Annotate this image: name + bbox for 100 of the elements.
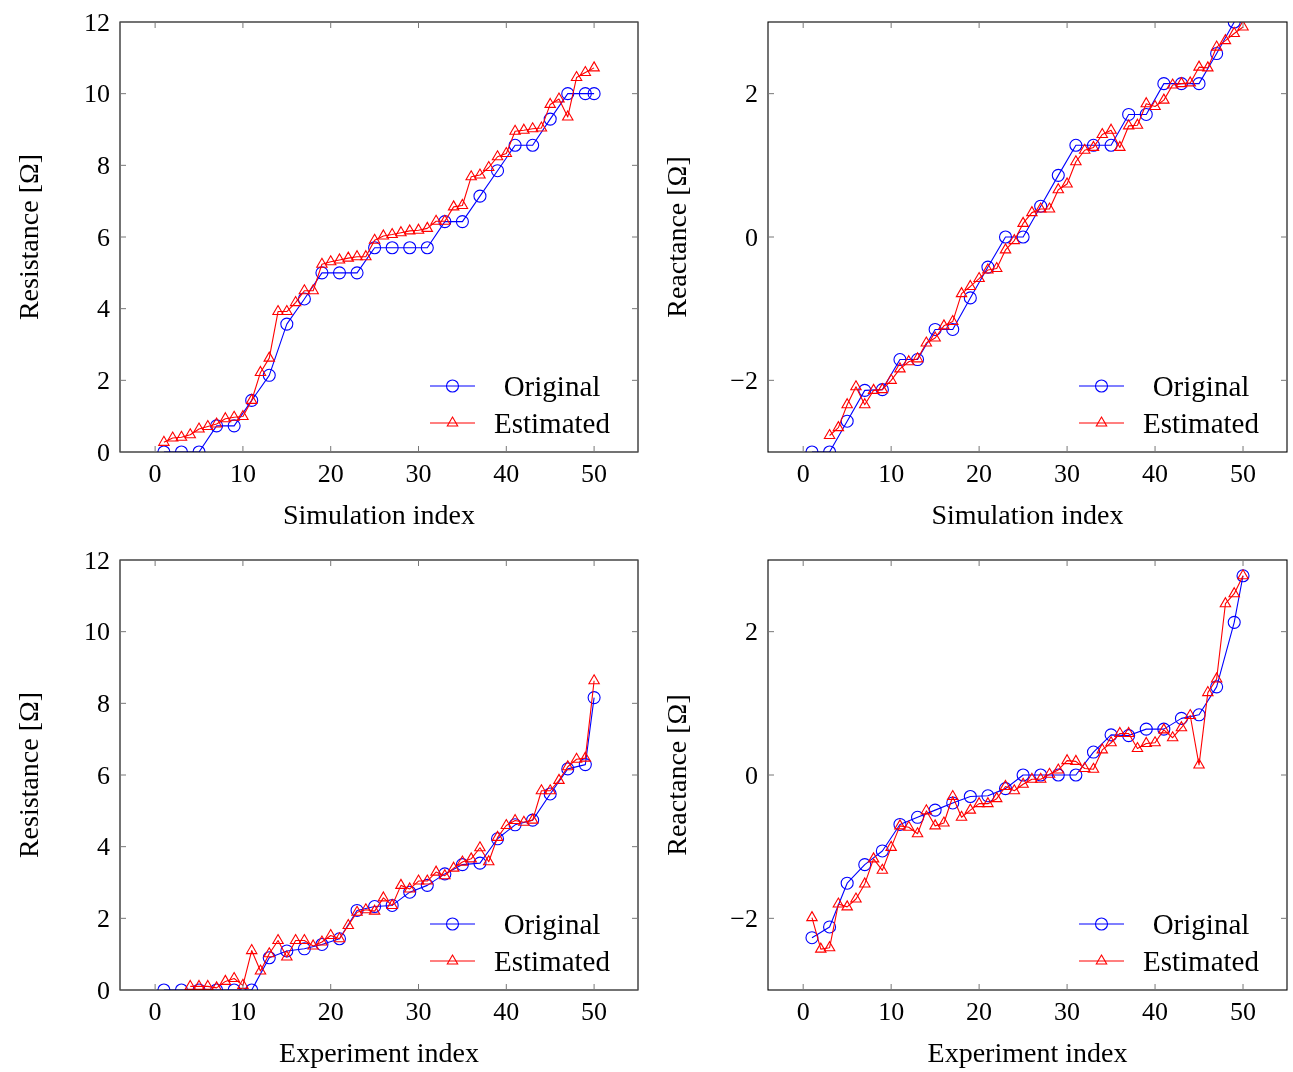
y-tick-label: 0 [97, 437, 110, 467]
x-axis-title: Experiment index [927, 1037, 1128, 1068]
point [1139, 107, 1153, 121]
y-tick-label: 2 [97, 365, 110, 395]
point [490, 164, 505, 178]
point [938, 319, 950, 330]
point [815, 942, 827, 953]
x-tick-label: 20 [966, 997, 993, 1026]
y-tick-label: 2 [745, 617, 758, 647]
point [885, 840, 897, 851]
point [1131, 741, 1144, 753]
point [1105, 123, 1117, 134]
x-tick-label: 0 [148, 997, 162, 1026]
y-tick-label: 4 [97, 832, 110, 862]
point [1026, 772, 1038, 783]
point [272, 934, 284, 945]
point [403, 885, 417, 899]
point [430, 865, 442, 876]
point [929, 331, 941, 342]
point [342, 251, 355, 262]
point [946, 796, 960, 810]
point [543, 787, 557, 801]
point [421, 874, 434, 885]
point [455, 858, 469, 872]
point [850, 892, 862, 903]
y-axis-title: Reactance [Ω] [661, 156, 692, 318]
x-tick-label: 40 [1142, 997, 1169, 1026]
point [1140, 97, 1152, 108]
point [350, 266, 364, 280]
point [316, 935, 328, 946]
point [430, 214, 442, 225]
point [858, 383, 872, 397]
point [1184, 76, 1196, 87]
point [368, 233, 381, 244]
point [1043, 767, 1056, 778]
point [1193, 758, 1205, 769]
point [562, 760, 574, 771]
point [1219, 597, 1232, 608]
x-tick-label: 10 [878, 997, 905, 1026]
y-tick-label: 6 [97, 760, 110, 790]
x-axis-title: Simulation index [282, 499, 476, 530]
point [526, 138, 540, 152]
y-axis-title: Resistance [Ω] [13, 691, 44, 859]
point [297, 942, 311, 956]
point [342, 918, 355, 930]
point [474, 841, 486, 852]
point [368, 241, 382, 255]
x-tick-label: 40 [493, 997, 520, 1026]
point [245, 944, 258, 955]
point [360, 903, 372, 914]
point [508, 818, 522, 832]
point [500, 146, 513, 158]
point [579, 65, 592, 77]
point [1096, 743, 1109, 754]
point [982, 797, 994, 808]
point [1104, 728, 1118, 742]
x-tick-label: 0 [796, 459, 810, 488]
x-tick-label: 20 [317, 997, 344, 1026]
y-tick-label: 12 [84, 7, 110, 37]
point [324, 928, 337, 940]
point [920, 804, 933, 815]
point [412, 223, 425, 234]
legend-label: Original [1152, 908, 1250, 940]
y-axis-title: Resistance [Ω] [13, 153, 44, 321]
legend-label: Estimated [494, 945, 611, 977]
point [420, 878, 434, 892]
point [841, 398, 853, 409]
point [876, 863, 889, 874]
point [1034, 772, 1047, 783]
point [1017, 216, 1029, 227]
point [1052, 183, 1065, 194]
point [228, 410, 240, 421]
y-tick-label: 0 [97, 975, 110, 1005]
point [1043, 202, 1056, 213]
point [237, 409, 249, 421]
y-tick-label: 8 [97, 688, 110, 718]
point [455, 215, 469, 229]
point [867, 852, 880, 863]
point [1210, 40, 1223, 51]
point [1017, 777, 1029, 788]
x-tick-label: 30 [1054, 997, 1081, 1026]
point [439, 214, 451, 225]
point [1070, 754, 1082, 765]
point [368, 904, 381, 915]
y-tick-label: 12 [84, 545, 110, 575]
point [1052, 763, 1065, 774]
point [946, 789, 959, 801]
point [1210, 672, 1223, 683]
point [175, 430, 188, 441]
point [999, 243, 1012, 254]
point [1219, 34, 1232, 45]
point [385, 241, 399, 255]
point [955, 287, 968, 298]
point [1086, 745, 1101, 759]
point [903, 355, 915, 366]
point [280, 944, 294, 958]
point [158, 435, 170, 446]
x-tick-label: 50 [581, 459, 608, 488]
point [1122, 107, 1136, 121]
point [823, 428, 836, 440]
